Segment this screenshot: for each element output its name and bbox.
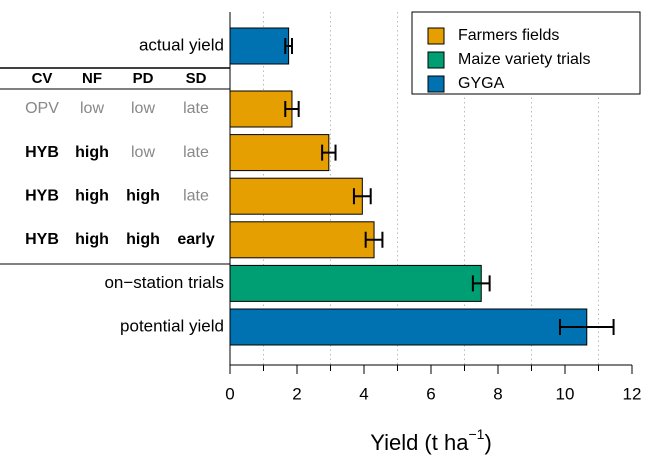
bar bbox=[229, 27, 290, 65]
table-cell: HYB bbox=[25, 231, 59, 248]
x-tick-label: 8 bbox=[493, 384, 502, 403]
table-cell: high bbox=[75, 231, 109, 248]
x-label-sup: −1 bbox=[468, 426, 484, 442]
error-bar bbox=[471, 275, 491, 292]
table-header: NF bbox=[82, 70, 102, 87]
table-cell: low bbox=[131, 100, 155, 117]
x-tick-label: 2 bbox=[292, 384, 301, 403]
bar bbox=[229, 177, 363, 215]
error-bar bbox=[558, 319, 615, 335]
table-cell: late bbox=[183, 187, 209, 204]
bar bbox=[229, 134, 330, 172]
error-bar bbox=[321, 144, 337, 161]
legend-swatch bbox=[427, 51, 445, 69]
x-tick-label: 10 bbox=[556, 384, 575, 403]
bar bbox=[229, 308, 588, 346]
table-cell: high bbox=[75, 144, 109, 161]
error-bar bbox=[352, 188, 372, 205]
bar bbox=[229, 90, 293, 128]
x-tick-label: 12 bbox=[623, 384, 642, 403]
table-cell: late bbox=[183, 100, 209, 117]
legend-label: Maize variety trials bbox=[458, 51, 590, 68]
x-label-text: Yield (t ha bbox=[370, 430, 469, 455]
legend-swatch bbox=[427, 75, 445, 93]
y-tick-label: potential yield bbox=[120, 316, 224, 335]
legend-label: Farmers fields bbox=[458, 27, 559, 44]
table-cell: early bbox=[177, 231, 214, 248]
y-tick-label: on−station trials bbox=[104, 273, 224, 292]
table-cell: OPV bbox=[25, 100, 59, 117]
table-cell: high bbox=[126, 187, 160, 204]
error-bar bbox=[364, 231, 384, 248]
table-cell: low bbox=[131, 144, 155, 161]
x-axis-label: Yield (t ha−1) bbox=[370, 426, 492, 455]
table-cell: low bbox=[80, 100, 104, 117]
table-header: CV bbox=[32, 70, 53, 87]
y-tick-label: actual yield bbox=[139, 35, 224, 54]
legend-swatch bbox=[427, 27, 445, 45]
legend-label: GYGA bbox=[458, 75, 505, 92]
table-header: SD bbox=[186, 70, 207, 87]
x-tick-label: 4 bbox=[359, 384, 368, 403]
table-cell: late bbox=[183, 144, 209, 161]
table-cell: HYB bbox=[25, 187, 59, 204]
bar bbox=[229, 221, 375, 259]
legend-box bbox=[411, 11, 641, 95]
table-cell: HYB bbox=[25, 144, 59, 161]
x-tick-label: 6 bbox=[426, 384, 435, 403]
table-cell: high bbox=[75, 187, 109, 204]
table-cell: high bbox=[126, 231, 160, 248]
x-tick-label: 0 bbox=[225, 384, 234, 403]
error-bar bbox=[284, 101, 300, 117]
error-bar bbox=[284, 38, 293, 54]
bar bbox=[229, 264, 482, 302]
x-label-close: ) bbox=[484, 430, 491, 455]
table-header: PD bbox=[133, 70, 154, 87]
